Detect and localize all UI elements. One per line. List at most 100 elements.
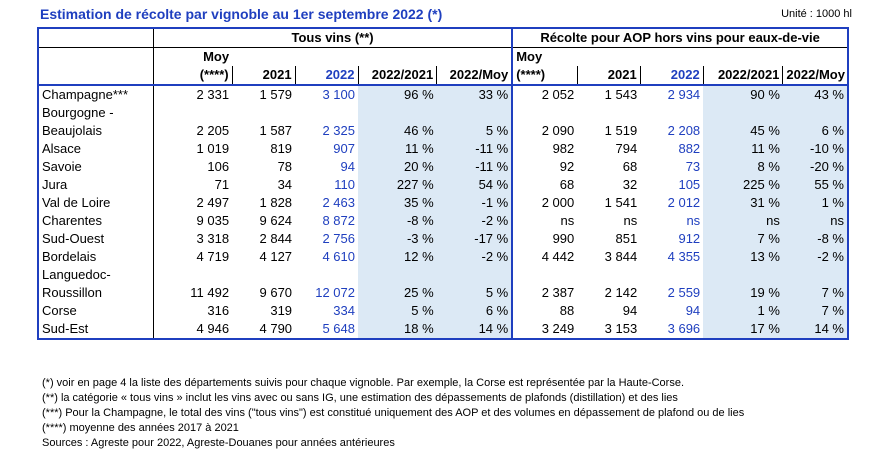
table-row: Corse 316 319 334 5 % 6 % 88 94 94 1 % 7 % <box>36 302 850 320</box>
all-cell: 25 % <box>358 284 437 302</box>
header-blank-2 <box>36 66 154 86</box>
aop-cell: 851 <box>615 231 638 246</box>
aop-cell: ns <box>782 212 850 230</box>
all-cell: 4 946 <box>152 320 233 340</box>
all-cell <box>295 266 358 284</box>
aop-cell: 19 % <box>703 284 783 302</box>
all-cell: -2 % <box>436 212 513 230</box>
aop-cell: 8 % <box>703 158 783 176</box>
table-row: Sud-Ouest 3 318 2 844 2 756 -3 % -17 % 990 851 9… <box>36 230 850 248</box>
aop-cell: 4 355 <box>667 249 701 264</box>
all-cell: 1 828 <box>259 195 293 210</box>
aop-cell: 3 153 <box>577 320 641 340</box>
aop-cell <box>703 266 783 284</box>
region-name: Val de Loire <box>36 194 154 212</box>
aop-cell: 794 <box>615 141 638 156</box>
all-cell: -8 % <box>358 212 437 230</box>
aop-cell: 73 <box>685 159 701 174</box>
aop-cell: 2 012 <box>667 195 701 210</box>
all-cell: -17 % <box>436 230 513 248</box>
all-cell: -11 % <box>436 140 513 158</box>
aop-cell: 11 % <box>703 140 783 158</box>
header-ratio-2122-aop: 2022/2021 <box>702 66 783 86</box>
all-cell: -3 % <box>358 230 437 248</box>
aop-cell: ns <box>623 213 638 228</box>
all-cell: -2 % <box>436 248 513 266</box>
all-cell: 8 872 <box>322 213 355 228</box>
aop-cell: 32 <box>622 177 638 192</box>
all-cell: 1 019 <box>152 140 233 158</box>
header-moy-note-all: (****) <box>152 66 233 86</box>
aop-cell <box>511 104 578 122</box>
aop-cell: 1 543 <box>604 87 638 102</box>
aop-cell: 88 <box>511 302 578 320</box>
footnote: (***) Pour la Champagne, le total des vi… <box>42 407 745 419</box>
header-ratio-moy-aop: 2022/Moy <box>782 66 850 86</box>
all-cell: 319 <box>270 303 293 318</box>
all-cell: 2 463 <box>322 195 355 210</box>
header-2021-all: 2021 <box>231 66 296 86</box>
aop-cell: -8 % <box>782 230 850 248</box>
all-cell <box>152 104 233 122</box>
aop-cell <box>782 104 850 122</box>
region-name: Languedoc- <box>36 266 154 284</box>
aop-cell: 225 % <box>703 176 783 194</box>
table-row: Bourgogne - <box>36 104 850 122</box>
all-cell: 9 035 <box>152 212 233 230</box>
all-cell: 94 <box>340 159 355 174</box>
all-cell <box>358 266 437 284</box>
all-cell: 334 <box>333 303 355 318</box>
table-row: Alsace 1 019 819 907 11 % -11 % 982 794 882 11 % -… <box>36 140 850 158</box>
region-name: Bourgogne - <box>36 104 154 122</box>
all-cell <box>436 104 513 122</box>
all-cell: 2 331 <box>152 85 233 104</box>
footnote: (****) moyenne des années 2017 à 2021 <box>42 422 239 434</box>
group-aop: Récolte pour AOP hors vins pour eaux-de-… <box>511 27 849 48</box>
aop-cell: 92 <box>511 158 578 176</box>
all-cell: 5 % <box>358 302 437 320</box>
aop-cell: 2 387 <box>511 284 578 302</box>
aop-cell: 13 % <box>703 248 783 266</box>
aop-cell <box>577 104 640 122</box>
all-cell: 2 325 <box>322 123 355 138</box>
aop-cell: 2 934 <box>667 87 701 102</box>
all-cell: 5 % <box>436 284 513 302</box>
aop-cell: 6 % <box>782 122 850 140</box>
header-moy-aop: Moy <box>511 47 578 66</box>
aop-cell: 105 <box>678 177 701 192</box>
region-name: Jura <box>36 176 154 194</box>
header-moy-all: Moy <box>152 47 233 66</box>
aop-cell: 94 <box>685 303 701 318</box>
all-cell: 71 <box>152 176 233 194</box>
all-cell: 5 648 <box>295 320 358 340</box>
header-ratio-2122-all: 2022/2021 <box>357 66 437 86</box>
aop-cell: -20 % <box>782 158 850 176</box>
aop-cell: 68 <box>511 176 578 194</box>
all-cell <box>295 104 358 122</box>
aop-cell: 7 % <box>782 284 850 302</box>
header-blank <box>36 47 154 66</box>
aop-cell <box>782 266 850 284</box>
aop-cell: 2 208 <box>667 123 701 138</box>
all-cell: 14 % <box>436 320 513 340</box>
all-cell: 1 587 <box>259 123 293 138</box>
aop-cell: 55 % <box>782 176 850 194</box>
all-cell: 2 497 <box>152 194 233 212</box>
all-cell: 78 <box>277 159 293 174</box>
all-cell: 18 % <box>358 320 437 340</box>
region-name: Corse <box>36 302 154 320</box>
all-cell: 4 719 <box>152 248 233 266</box>
all-cell: 316 <box>152 302 233 320</box>
aop-cell: -2 % <box>782 248 850 266</box>
region-name: Savoie <box>36 158 154 176</box>
unit-label: Unité : 1000 hl <box>781 8 852 20</box>
aop-cell: 990 <box>511 230 578 248</box>
all-cell: 907 <box>333 141 355 156</box>
all-cell: 11 492 <box>152 284 233 302</box>
all-cell: 34 <box>277 177 293 192</box>
aop-cell: 2 090 <box>511 122 578 140</box>
footnote: (**) la catégorie « tous vins » inclut l… <box>42 392 678 404</box>
header-2021-aop: 2021 <box>576 66 641 86</box>
all-cell: -11 % <box>436 158 513 176</box>
region-name: Bordelais <box>36 248 154 266</box>
